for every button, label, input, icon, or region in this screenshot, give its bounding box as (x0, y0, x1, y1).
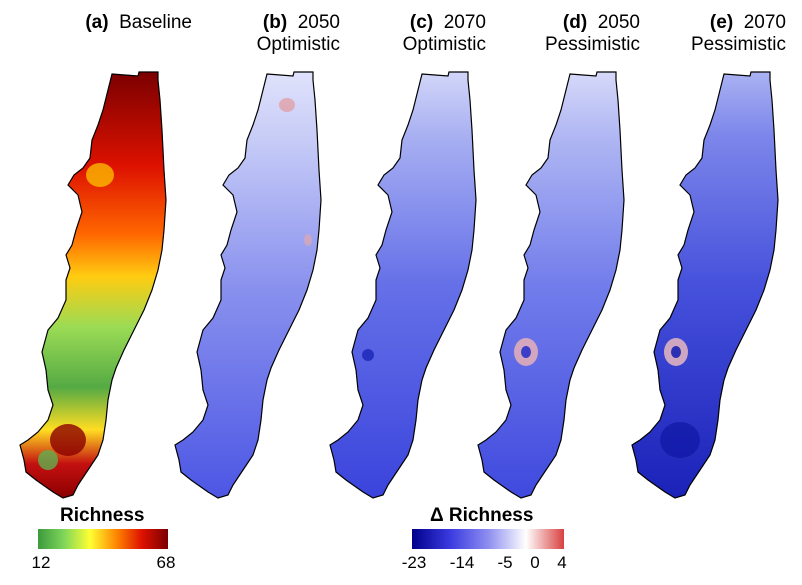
legend-richness-title: Richness (60, 505, 145, 526)
panel-title-e: (e) 2070 Pessimistic (690, 12, 786, 55)
legend-delta-tick-3: -5 (497, 553, 513, 572)
legend-delta-tick-4: 0 (530, 553, 540, 572)
legend-delta-tick-5: 4 (557, 553, 567, 572)
legend-delta-colorbar (412, 529, 564, 549)
legend-richness-max: 68 (156, 553, 176, 572)
legend-delta-tick-2: -14 (449, 553, 475, 572)
panel-title-a: (a) Baseline (85, 12, 192, 33)
map-baseline (19, 71, 167, 499)
panel-title-d: (d) 2050 Pessimistic (544, 12, 640, 55)
panel-title-b: (b) 2050 Optimistic (256, 12, 340, 55)
map-2070-optimistic (329, 71, 477, 499)
map-2070-pessimistic (631, 71, 779, 499)
panel-title-c: (c) 2070 Optimistic (402, 12, 486, 55)
map-2050-optimistic (174, 71, 322, 499)
map-2050-pessimistic (477, 71, 625, 499)
legend-delta-tick-1: -23 (401, 553, 427, 572)
legend-richness-min: 12 (31, 553, 51, 572)
legend-delta-title: Δ Richness (430, 505, 534, 526)
legend-richness-colorbar (38, 529, 168, 549)
